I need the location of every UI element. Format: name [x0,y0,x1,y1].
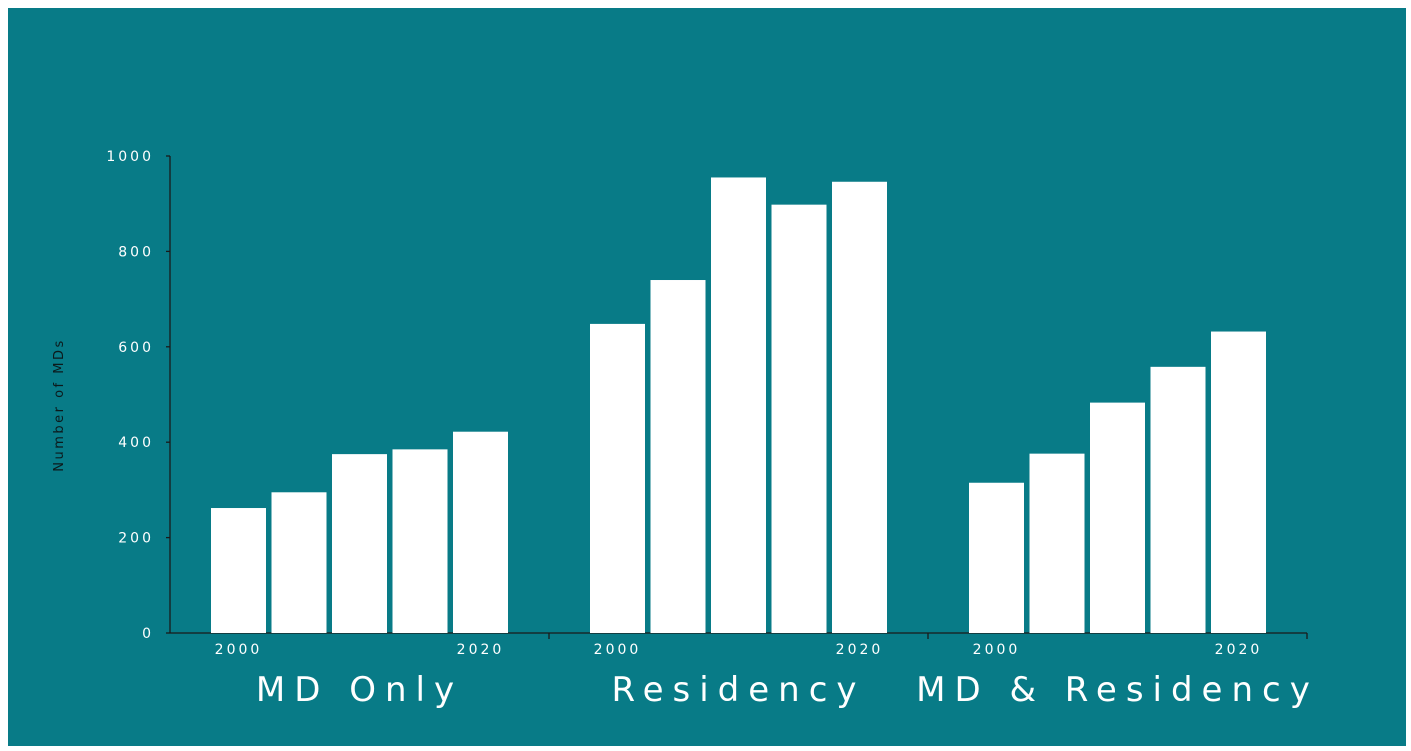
bar [1029,453,1085,633]
bar [969,482,1024,633]
y-axis-label: Number of MDs [52,338,67,472]
bar [590,323,645,633]
bar [271,492,327,633]
bars [211,177,1266,634]
bar [211,508,266,633]
x-tick-label: 2020 [836,642,884,658]
slide-background: 0 200 400 600 800 1000 2000 2020 2000 2020 2000 20… [8,8,1406,746]
y-axis: 0 200 400 600 800 1000 [106,149,171,642]
labels: MD Only Residency MD & Residency [256,670,1319,710]
bar [1150,366,1206,633]
group-label: MD & Residency [916,670,1319,710]
y-tick-label: 600 [118,340,154,356]
x-tick-label: 2000 [594,642,642,658]
bar [392,449,448,633]
bar [332,454,387,633]
y-tick-label: 1000 [106,149,154,165]
bar [832,181,887,633]
x-axis: 2000 2020 2000 2020 2000 2020 [170,632,1308,658]
y-tick-label: 200 [118,531,154,547]
x-tick-label: 2000 [973,642,1021,658]
group-label: Residency [611,670,865,710]
bar [711,177,766,633]
y-tick-label: 800 [118,244,154,260]
y-tick-label: 400 [118,435,154,451]
x-tick-label: 2000 [215,642,263,658]
bar [453,431,508,633]
bar [771,204,827,634]
x-tick-label: 2020 [1215,642,1263,658]
bar [1090,402,1145,633]
bar [650,280,706,633]
group-label: MD Only [256,670,463,710]
bar [1211,331,1266,633]
x-tick-label: 2020 [457,642,505,658]
y-tick-label: 0 [142,626,154,642]
